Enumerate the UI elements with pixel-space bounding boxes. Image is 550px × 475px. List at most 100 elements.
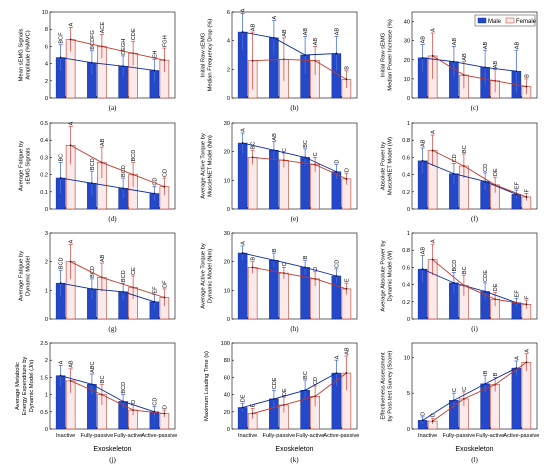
y-tick-label: 4 [227,39,230,45]
sig-label-female: DE [282,388,288,396]
y-tick-label: 0.2 [402,300,410,306]
plot-frame [49,11,176,99]
sig-label-female: BC [100,375,106,383]
y-tick-label: 3 [45,231,48,237]
sig-label-male: AB [303,28,309,36]
y-axis-label: Average Fatigue bysEMG Signals [19,141,32,191]
y-tick-label: 6 [45,44,48,50]
sig-label-male: BC [303,371,309,379]
trend-line-male [422,268,517,304]
sig-label-female: BC [462,145,468,153]
y-tick-label: 4 [45,62,48,68]
x-tick-label: Active-passive [323,433,359,439]
chart-panel-1: 0 2 4 6 8 10 Mean sEMG SignalsAmplitude (%MVC)… [19,10,176,112]
panel-label: (l) [471,456,478,464]
sig-label-female: A [69,239,75,243]
sig-label-male: B [483,370,489,374]
sig-label-male: CDE [483,270,489,282]
sig-label-female: AB [69,360,75,368]
sig-label-female: DE [493,283,499,291]
plot-frame [411,232,538,320]
sig-label-male: CDE [272,377,278,389]
y-tick-label: 30 [224,121,230,127]
legend: Male Female [474,14,537,27]
sig-label-female: A [431,28,437,32]
sig-label-male: A [241,241,247,245]
trend-line-male [242,372,337,408]
panel-label: (b) [290,104,299,112]
y-tick-label: 0.5 [40,121,48,127]
sig-label-female: D [131,400,137,404]
chart-panel-9: 0 0.2 0.4 0.6 0.8 1 Average Absolute Power byD… [381,231,538,333]
sig-label-female: B [251,257,257,261]
y-tick-label: 10 [42,10,48,16]
sig-label-male: AB [421,36,427,44]
y-tick-label: 6 [227,10,230,16]
trend-line-female [252,156,347,180]
y-axis-label: Absolute Power byMuscleNET Model (W) [381,137,394,195]
x-tick-label: Fully-active [476,433,504,439]
sig-label-female: D [162,405,168,409]
x-tick-label: Fully-active [114,433,142,439]
y-tick-label: 1 [407,231,410,237]
chart-panel-6: 0 0.2 0.4 0.6 0.8 1 Absolute Power byMuscleNET… [381,121,538,223]
sig-label-male: DE [241,394,247,402]
panel-label: (f) [471,215,479,223]
y-tick-label: 0.8 [402,248,410,254]
trend-line-female [70,261,165,298]
trend-line-female [70,380,165,414]
sig-label-male: A [272,16,278,20]
sig-label-male: BCDFG [90,30,96,50]
sig-label-female: A [524,349,530,353]
y-axis-label: Average Active Torque byDynamic Model (N… [201,243,214,309]
y-tick-label: 0.1 [40,190,48,196]
y-tick-label: 0 [407,317,410,323]
y-tick-label: 0 [407,96,410,102]
sig-label-male: BC [303,140,309,148]
y-tick-label: 0.4 [402,173,410,179]
sig-label-female: C [282,262,288,266]
y-tick-label: 20 [224,260,230,266]
legend-label-female: Female [516,19,537,25]
sig-label-male: CD [152,178,158,186]
sig-label-female: AB [100,138,106,146]
plot-frame [411,342,538,430]
sig-label-male: CD [452,154,458,162]
trend-line-female [252,266,347,290]
y-tick-label: 20 [224,410,230,416]
sig-label-male: CD [152,398,158,406]
y-tick-label: 0.6 [402,155,410,161]
legend-label-male: Male [488,19,502,25]
sig-label-male: A [241,8,247,12]
x-tick-label: Inactive [56,433,75,439]
x-tick-label: Inactive [238,433,257,439]
y-tick-label: 0 [45,96,48,102]
sig-label-female: BCD [131,150,137,162]
sig-label-female: AB [100,254,106,262]
plot-frame [231,232,358,320]
legend-box [474,14,536,27]
sig-label-male: BCD [452,260,458,272]
y-axis-label: Mean sEMG SignalsAmplitude (%MVC) [19,28,32,81]
panel-label: (e) [291,215,299,223]
bar-female [247,267,258,320]
sig-label-male: BCF [59,32,65,44]
y-tick-label: 1.5 [40,375,48,381]
chart-panel-3: 0 10 20 30 40 Initial Raw sEMGMedian Power In… [381,11,538,112]
plot-frame [231,11,358,99]
panel-label: (h) [290,325,299,333]
trend-line-male [242,252,337,277]
y-tick-label: 0 [227,96,230,102]
bar-male [269,259,279,320]
sig-label-male: AB [421,139,427,147]
y-tick-label: 20 [404,58,410,64]
y-tick-label: 10 [224,288,230,294]
trend-line-female [252,58,347,80]
bar-male [300,267,310,320]
chart-panel-12: 0 5 10 Inactive Fully-passive Fully-active Act… [381,342,539,464]
sig-label-male: BCD [121,270,127,282]
y-axis-label: Effectiveness Assessmentby Post-test Sur… [381,350,394,421]
sig-label-male: BCD [90,158,96,170]
bar-female [521,362,532,430]
x-axis-label: Exoskeleton [93,446,131,453]
